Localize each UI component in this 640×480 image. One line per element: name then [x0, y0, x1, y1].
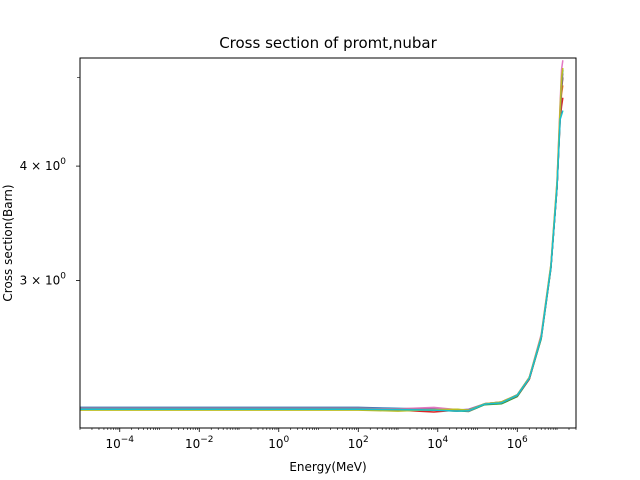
x-tick-label: 106	[507, 435, 528, 451]
y-tick-label: 4 × 100	[20, 157, 67, 173]
series-line-4	[80, 97, 564, 413]
plot-lines	[80, 60, 564, 413]
x-axis-ticks: 10−4 10−2 100 102 104 106	[79, 428, 577, 451]
x-tick-label: 104	[427, 435, 448, 451]
x-tick-label: 102	[348, 435, 369, 451]
x-tick-label: 10−4	[105, 435, 134, 451]
y-axis-label: Cross section(Barn)	[1, 184, 15, 301]
series-line-5	[80, 77, 564, 411]
series-line-8	[80, 73, 564, 412]
x-tick-label: 100	[268, 435, 289, 451]
series-line-6	[80, 77, 564, 412]
chart-title: Cross section of promt,nubar	[219, 34, 437, 52]
plot-frame	[79, 57, 577, 429]
series-line-10	[80, 110, 564, 412]
series-line-3	[80, 69, 564, 413]
x-tick-label: 10−2	[185, 435, 214, 451]
x-axis-label: Energy(MeV)	[289, 460, 366, 474]
y-tick-label: 3 × 100	[20, 271, 67, 287]
y-axis-ticks: 3 × 100 4 × 100	[20, 77, 80, 287]
series-line-1	[80, 73, 564, 412]
series-line-7	[80, 60, 564, 412]
series-line-9	[80, 67, 564, 412]
series-line-2	[80, 85, 564, 412]
